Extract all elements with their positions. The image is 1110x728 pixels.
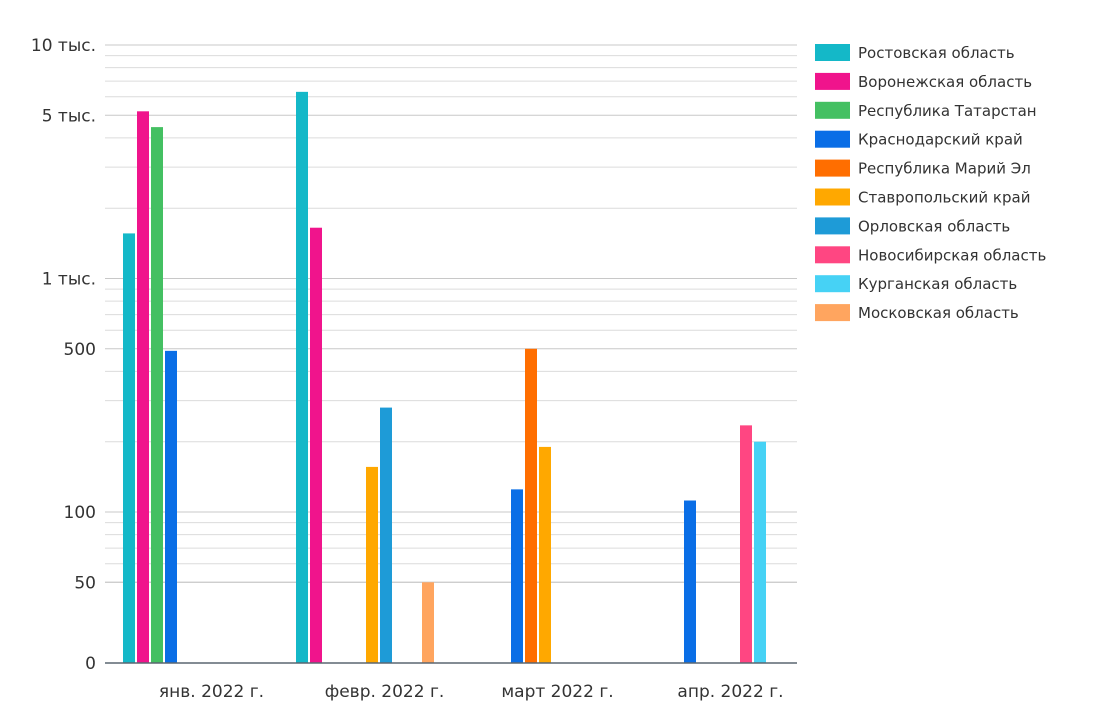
legend-swatch [815, 188, 850, 206]
y-tick-label: 100 [64, 503, 96, 523]
legend-label: Ставропольский край [858, 189, 1030, 207]
legend: Ростовская область Воронежская область Рес… [815, 44, 1046, 322]
legend-item[interactable]: Ставропольский край [815, 188, 1030, 207]
bar[interactable] [422, 582, 434, 663]
bar[interactable] [165, 350, 177, 663]
x-tick-label: янв. 2022 г. [159, 682, 264, 702]
bar[interactable] [539, 446, 551, 663]
legend-item[interactable]: Ростовская область [815, 44, 1015, 62]
x-tick-label: февр. 2022 г. [325, 682, 445, 702]
bar[interactable] [754, 441, 766, 663]
legend-swatch [815, 130, 850, 148]
bars [123, 91, 766, 664]
legend-item[interactable]: Краснодарский край [815, 130, 1023, 149]
y-tick-label: 0 [85, 654, 96, 674]
y-axis-tick-labels: 0 50 100 500 1 тыс. 5 тыс. 10 тыс. [31, 36, 96, 674]
legend-item[interactable]: Республика Марий Эл [815, 159, 1031, 178]
x-tick-label: март 2022 г. [501, 682, 613, 702]
bar[interactable] [740, 425, 752, 663]
y-tick-label: 500 [64, 340, 96, 360]
y-tick-label: 5 тыс. [42, 106, 96, 126]
bar[interactable] [151, 127, 163, 664]
legend-item[interactable]: Московская область [815, 304, 1019, 322]
legend-label: Московская область [858, 304, 1019, 322]
y-tick-label: 10 тыс. [31, 36, 96, 56]
bar[interactable] [123, 233, 135, 664]
y-tick-label: 1 тыс. [42, 270, 96, 290]
legend-label: Ростовская область [858, 44, 1015, 62]
bar[interactable] [296, 91, 308, 663]
x-tick-label: апр. 2022 г. [677, 682, 783, 702]
legend-swatch [815, 217, 850, 235]
legend-item[interactable]: Республика Татарстан [815, 101, 1037, 120]
bar[interactable] [366, 466, 378, 663]
legend-swatch [815, 246, 850, 264]
legend-swatch [815, 159, 850, 177]
legend-label: Республика Марий Эл [858, 160, 1031, 178]
bar[interactable] [525, 348, 537, 663]
x-axis-tick-labels: янв. 2022 г. февр. 2022 г. март 2022 г. апр… [159, 682, 784, 702]
legend-item[interactable]: Воронежская область [815, 72, 1032, 91]
bar[interactable] [380, 407, 392, 663]
bar[interactable] [137, 111, 149, 663]
bar[interactable] [684, 500, 696, 663]
legend-swatch [815, 72, 850, 90]
legend-swatch [815, 304, 850, 322]
legend-label: Курганская область [858, 275, 1017, 293]
legend-item[interactable]: Новосибирская область [815, 246, 1046, 264]
legend-label: Воронежская область [858, 73, 1032, 91]
bar[interactable] [310, 227, 322, 663]
legend-swatch [815, 44, 850, 61]
legend-item[interactable]: Орловская область [815, 217, 1010, 235]
legend-swatch [815, 101, 850, 119]
legend-label: Орловская область [858, 217, 1010, 235]
legend-label: Краснодарский край [858, 131, 1023, 149]
legend-label: Республика Татарстан [858, 102, 1037, 120]
y-tick-label: 50 [74, 573, 96, 593]
legend-swatch [815, 275, 850, 293]
legend-item[interactable]: Курганская область [815, 275, 1017, 293]
grid [105, 44, 797, 583]
bar[interactable] [511, 489, 523, 663]
legend-label: Новосибирская область [858, 246, 1046, 264]
